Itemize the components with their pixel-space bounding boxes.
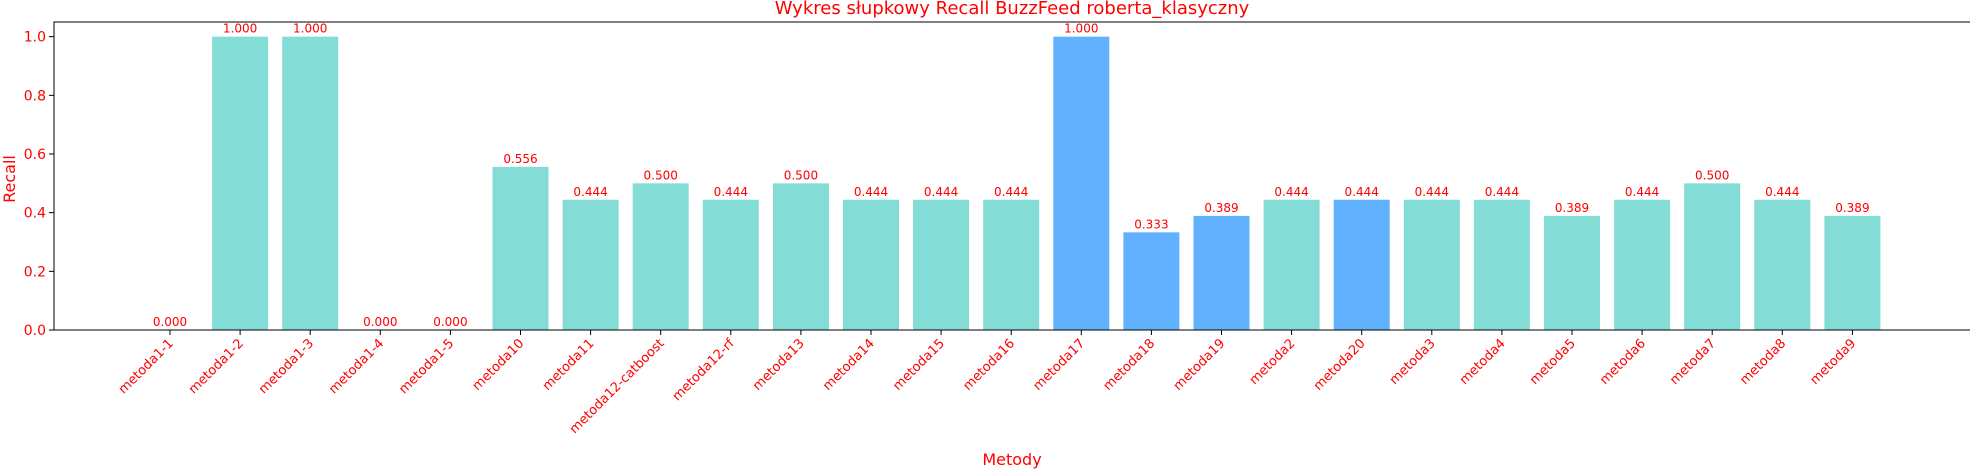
x-tick-label-metoda18: metoda18 [1101, 336, 1159, 394]
bar-metoda18 [1123, 232, 1180, 330]
bar-metoda1-2 [212, 36, 269, 331]
y-tick-label-0.8: 0.8 [24, 88, 46, 104]
x-tick-label-metoda10: metoda10 [470, 336, 528, 394]
value-label-metoda10: 0.556 [503, 152, 537, 166]
y-tick-label-0.2: 0.2 [24, 264, 46, 280]
x-tick-label-metoda5: metoda5 [1527, 336, 1579, 388]
bar-metoda8 [1754, 199, 1811, 330]
bar-metoda10 [492, 166, 549, 330]
value-labels-layer: 0.000 1.000 1.000 0.000 0.000 0.556 0.444 0.500… [153, 22, 1870, 329]
bar-metoda14 [843, 199, 899, 330]
x-tick-label-metoda1-4: metoda1-4 [326, 336, 387, 397]
x-tick-label-metoda16: metoda16 [960, 336, 1018, 394]
bar-metoda19 [1193, 215, 1250, 330]
bar-metoda12-catboost [632, 183, 689, 330]
value-label-metoda13: 0.500 [784, 168, 818, 182]
value-label-metoda5: 0.389 [1555, 201, 1589, 215]
bar-metoda20 [1333, 199, 1390, 330]
x-tick-label-metoda12-rf: metoda12-rf [670, 336, 738, 404]
bar-metoda16 [983, 199, 1040, 330]
x-tick-label-metoda17: metoda17 [1031, 336, 1089, 394]
value-label-metoda3: 0.444 [1415, 185, 1449, 199]
bar-metoda1-3 [282, 36, 339, 331]
value-label-metoda2: 0.444 [1274, 185, 1308, 199]
value-label-metoda16: 0.444 [994, 185, 1028, 199]
axes-layer [53, 21, 1970, 331]
value-label-metoda19: 0.389 [1204, 201, 1238, 215]
x-tick-label-metoda13: metoda13 [750, 336, 808, 394]
value-label-metoda1-3: 1.000 [293, 22, 327, 36]
plot-frame [53, 21, 1970, 331]
bar-metoda7 [1684, 183, 1741, 330]
bar-metoda3 [1403, 199, 1460, 330]
x-tick-label-metoda11: metoda11 [540, 336, 598, 394]
y-tick-label-0.0: 0.0 [24, 323, 46, 339]
bar-metoda12-rf [702, 199, 759, 330]
value-label-metoda14: 0.444 [854, 185, 888, 199]
bar-metoda6 [1614, 199, 1671, 330]
x-tick-label-metoda8: metoda8 [1737, 336, 1789, 388]
value-label-metoda1-5: 0.000 [433, 315, 467, 329]
bar-metoda4 [1473, 199, 1530, 330]
x-tick-label-metoda9: metoda9 [1807, 336, 1859, 388]
value-label-metoda11: 0.444 [573, 185, 607, 199]
x-tick-label-metoda15: metoda15 [890, 336, 948, 394]
value-label-metoda12-catboost: 0.500 [644, 168, 678, 182]
x-tick-label-metoda14: metoda14 [820, 336, 878, 394]
bar-metoda17 [1053, 36, 1110, 331]
y-tick-label-0.6: 0.6 [24, 147, 46, 163]
value-label-metoda17: 1.000 [1064, 22, 1098, 36]
value-label-metoda1-2: 1.000 [223, 22, 257, 36]
bar-metoda13 [772, 183, 829, 330]
value-label-metoda15: 0.444 [924, 185, 958, 199]
x-ticks-layer: metoda1-1 metoda1-2 metoda1-3 metoda1-4 meto… [116, 330, 1859, 437]
x-tick-label-metoda20: metoda20 [1311, 336, 1369, 394]
bar-metoda15 [913, 199, 970, 330]
value-label-metoda1-4: 0.000 [363, 315, 397, 329]
bars-layer [212, 36, 1881, 331]
value-label-metoda8: 0.444 [1765, 185, 1799, 199]
x-tick-label-metoda1-1: metoda1-1 [116, 336, 177, 397]
value-label-metoda4: 0.444 [1485, 185, 1519, 199]
chart-title: Wykres słupkowy Recall BuzzFeed roberta_… [775, 0, 1250, 19]
y-tick-label-1.0: 1.0 [24, 30, 46, 46]
x-tick-label-metoda3: metoda3 [1387, 336, 1439, 388]
value-label-metoda7: 0.500 [1695, 168, 1729, 182]
x-tick-label-metoda2: metoda2 [1247, 336, 1299, 388]
bar-metoda11 [562, 199, 619, 330]
bar-metoda5 [1544, 215, 1600, 330]
value-label-metoda9: 0.389 [1835, 201, 1869, 215]
x-axis-label: Metody [982, 450, 1041, 469]
value-label-metoda18: 0.333 [1134, 217, 1168, 231]
y-ticks-layer: 0.0 0.2 0.4 0.6 0.8 1.0 [24, 30, 54, 339]
x-tick-label-metoda6: metoda6 [1597, 336, 1649, 388]
bar-metoda9 [1824, 215, 1881, 330]
value-label-metoda12-rf: 0.444 [714, 185, 748, 199]
bar-metoda2 [1263, 199, 1320, 330]
x-tick-label-metoda4: metoda4 [1457, 336, 1509, 388]
x-tick-label-metoda1-2: metoda1-2 [186, 336, 247, 397]
value-label-metoda1-1: 0.000 [153, 315, 187, 329]
x-tick-label-metoda1-5: metoda1-5 [396, 336, 457, 397]
value-label-metoda20: 0.444 [1345, 185, 1379, 199]
y-axis-label: Recall [0, 155, 19, 203]
x-tick-label-metoda7: metoda7 [1667, 336, 1719, 388]
x-tick-label-metoda19: metoda19 [1171, 336, 1229, 394]
value-label-metoda6: 0.444 [1625, 185, 1659, 199]
x-tick-label-metoda1-3: metoda1-3 [256, 336, 317, 397]
y-tick-label-0.4: 0.4 [24, 206, 46, 222]
